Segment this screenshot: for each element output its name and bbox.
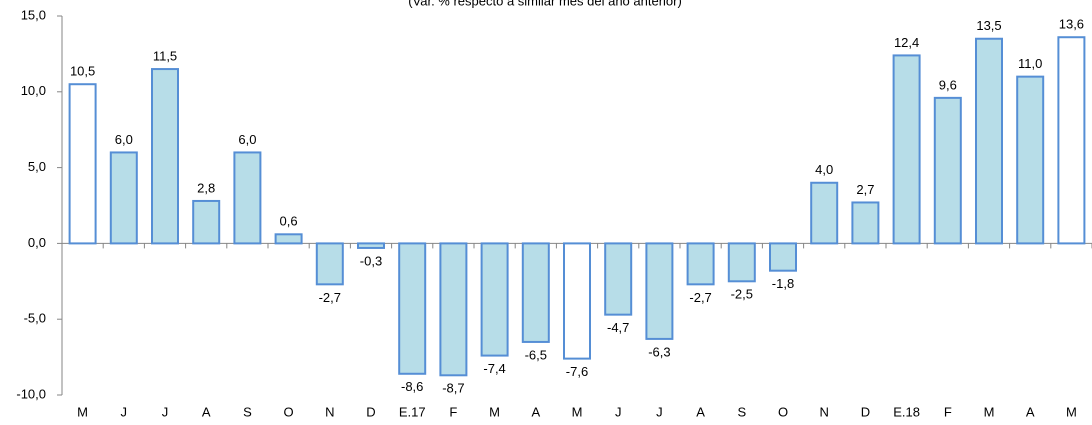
x-tick-label: A [531,404,540,419]
x-tick-label: M [984,404,995,419]
bar [439,242,468,377]
x-tick-label: S [243,404,252,419]
value-label: -7,6 [566,364,588,379]
x-tick-label: M [77,404,88,419]
bar [892,54,921,245]
value-label: 13,5 [976,18,1001,33]
value-label: -2,7 [319,290,341,305]
bar [315,242,344,286]
value-label: -2,5 [731,287,753,302]
x-tick-label: F [944,404,952,419]
value-label: -1,8 [772,276,794,291]
bar [480,242,509,357]
x-tick-label: N [820,404,829,419]
value-label: -8,6 [401,379,423,394]
value-label: 11,0 [1018,56,1042,71]
value-label: 4,0 [815,162,833,177]
value-label: 12,4 [894,35,919,50]
bar [563,242,591,360]
bar [769,242,797,272]
bar [1057,36,1086,245]
bar [686,242,715,286]
x-tick-label: F [449,404,457,419]
x-tick-label: M [572,404,583,419]
x-tick-label: S [737,404,746,419]
y-tick-label: 0,0 [28,235,46,250]
value-label: 10,5 [70,64,95,79]
value-label: -6,3 [648,344,670,359]
x-tick-label: A [202,404,211,419]
value-label: 6,0 [115,132,133,147]
bar [604,242,633,316]
value-label: 9,6 [939,77,957,92]
bar [68,83,97,245]
bar [975,37,1003,245]
y-tick-label: -10,0 [16,386,46,401]
bar [398,242,427,375]
x-tick-label: D [861,404,870,419]
x-tick-label: J [162,404,169,419]
x-tick-label: O [778,404,788,419]
value-label: -2,7 [689,290,711,305]
x-tick-label: J [615,404,622,419]
x-tick-label: M [1066,404,1077,419]
x-tick-label: E.17 [399,404,426,419]
bar [274,233,303,245]
x-tick-label: E.18 [893,404,920,419]
bar [109,151,138,245]
bar [151,68,179,245]
y-tick-label: -5,0 [24,311,46,326]
value-label: -4,7 [607,320,629,335]
x-tick-label: O [284,404,294,419]
y-tick-label: 10,0 [21,83,46,98]
value-label: 13,6 [1059,17,1084,32]
bar [933,96,962,245]
x-tick-label: J [121,404,128,419]
value-label: 2,7 [856,182,874,197]
x-tick-label: J [656,404,663,419]
bar [645,242,674,340]
bar [357,242,385,249]
x-tick-label: N [325,404,334,419]
bar [521,242,550,343]
value-label: -6,5 [525,347,547,362]
x-tick-label: A [696,404,705,419]
value-label: 2,8 [197,180,215,195]
value-label: 6,0 [238,132,256,147]
y-tick-label: 15,0 [21,7,46,22]
bar [233,151,262,245]
bar [727,242,756,283]
x-tick-label: A [1026,404,1035,419]
bar [810,181,839,245]
bar [851,201,880,245]
chart-subtitle: (Var. % respecto a similar mes del año a… [408,0,682,8]
value-label: 0,6 [280,214,298,229]
x-tick-label: D [366,404,375,419]
bar [192,199,221,245]
y-tick-label: 5,0 [28,159,46,174]
x-tick-label: M [489,404,500,419]
value-label: -7,4 [483,361,505,376]
bar [1016,75,1045,245]
value-label: -8,7 [442,381,464,396]
value-label: 11,5 [153,48,177,63]
value-label: -0,3 [360,253,382,268]
